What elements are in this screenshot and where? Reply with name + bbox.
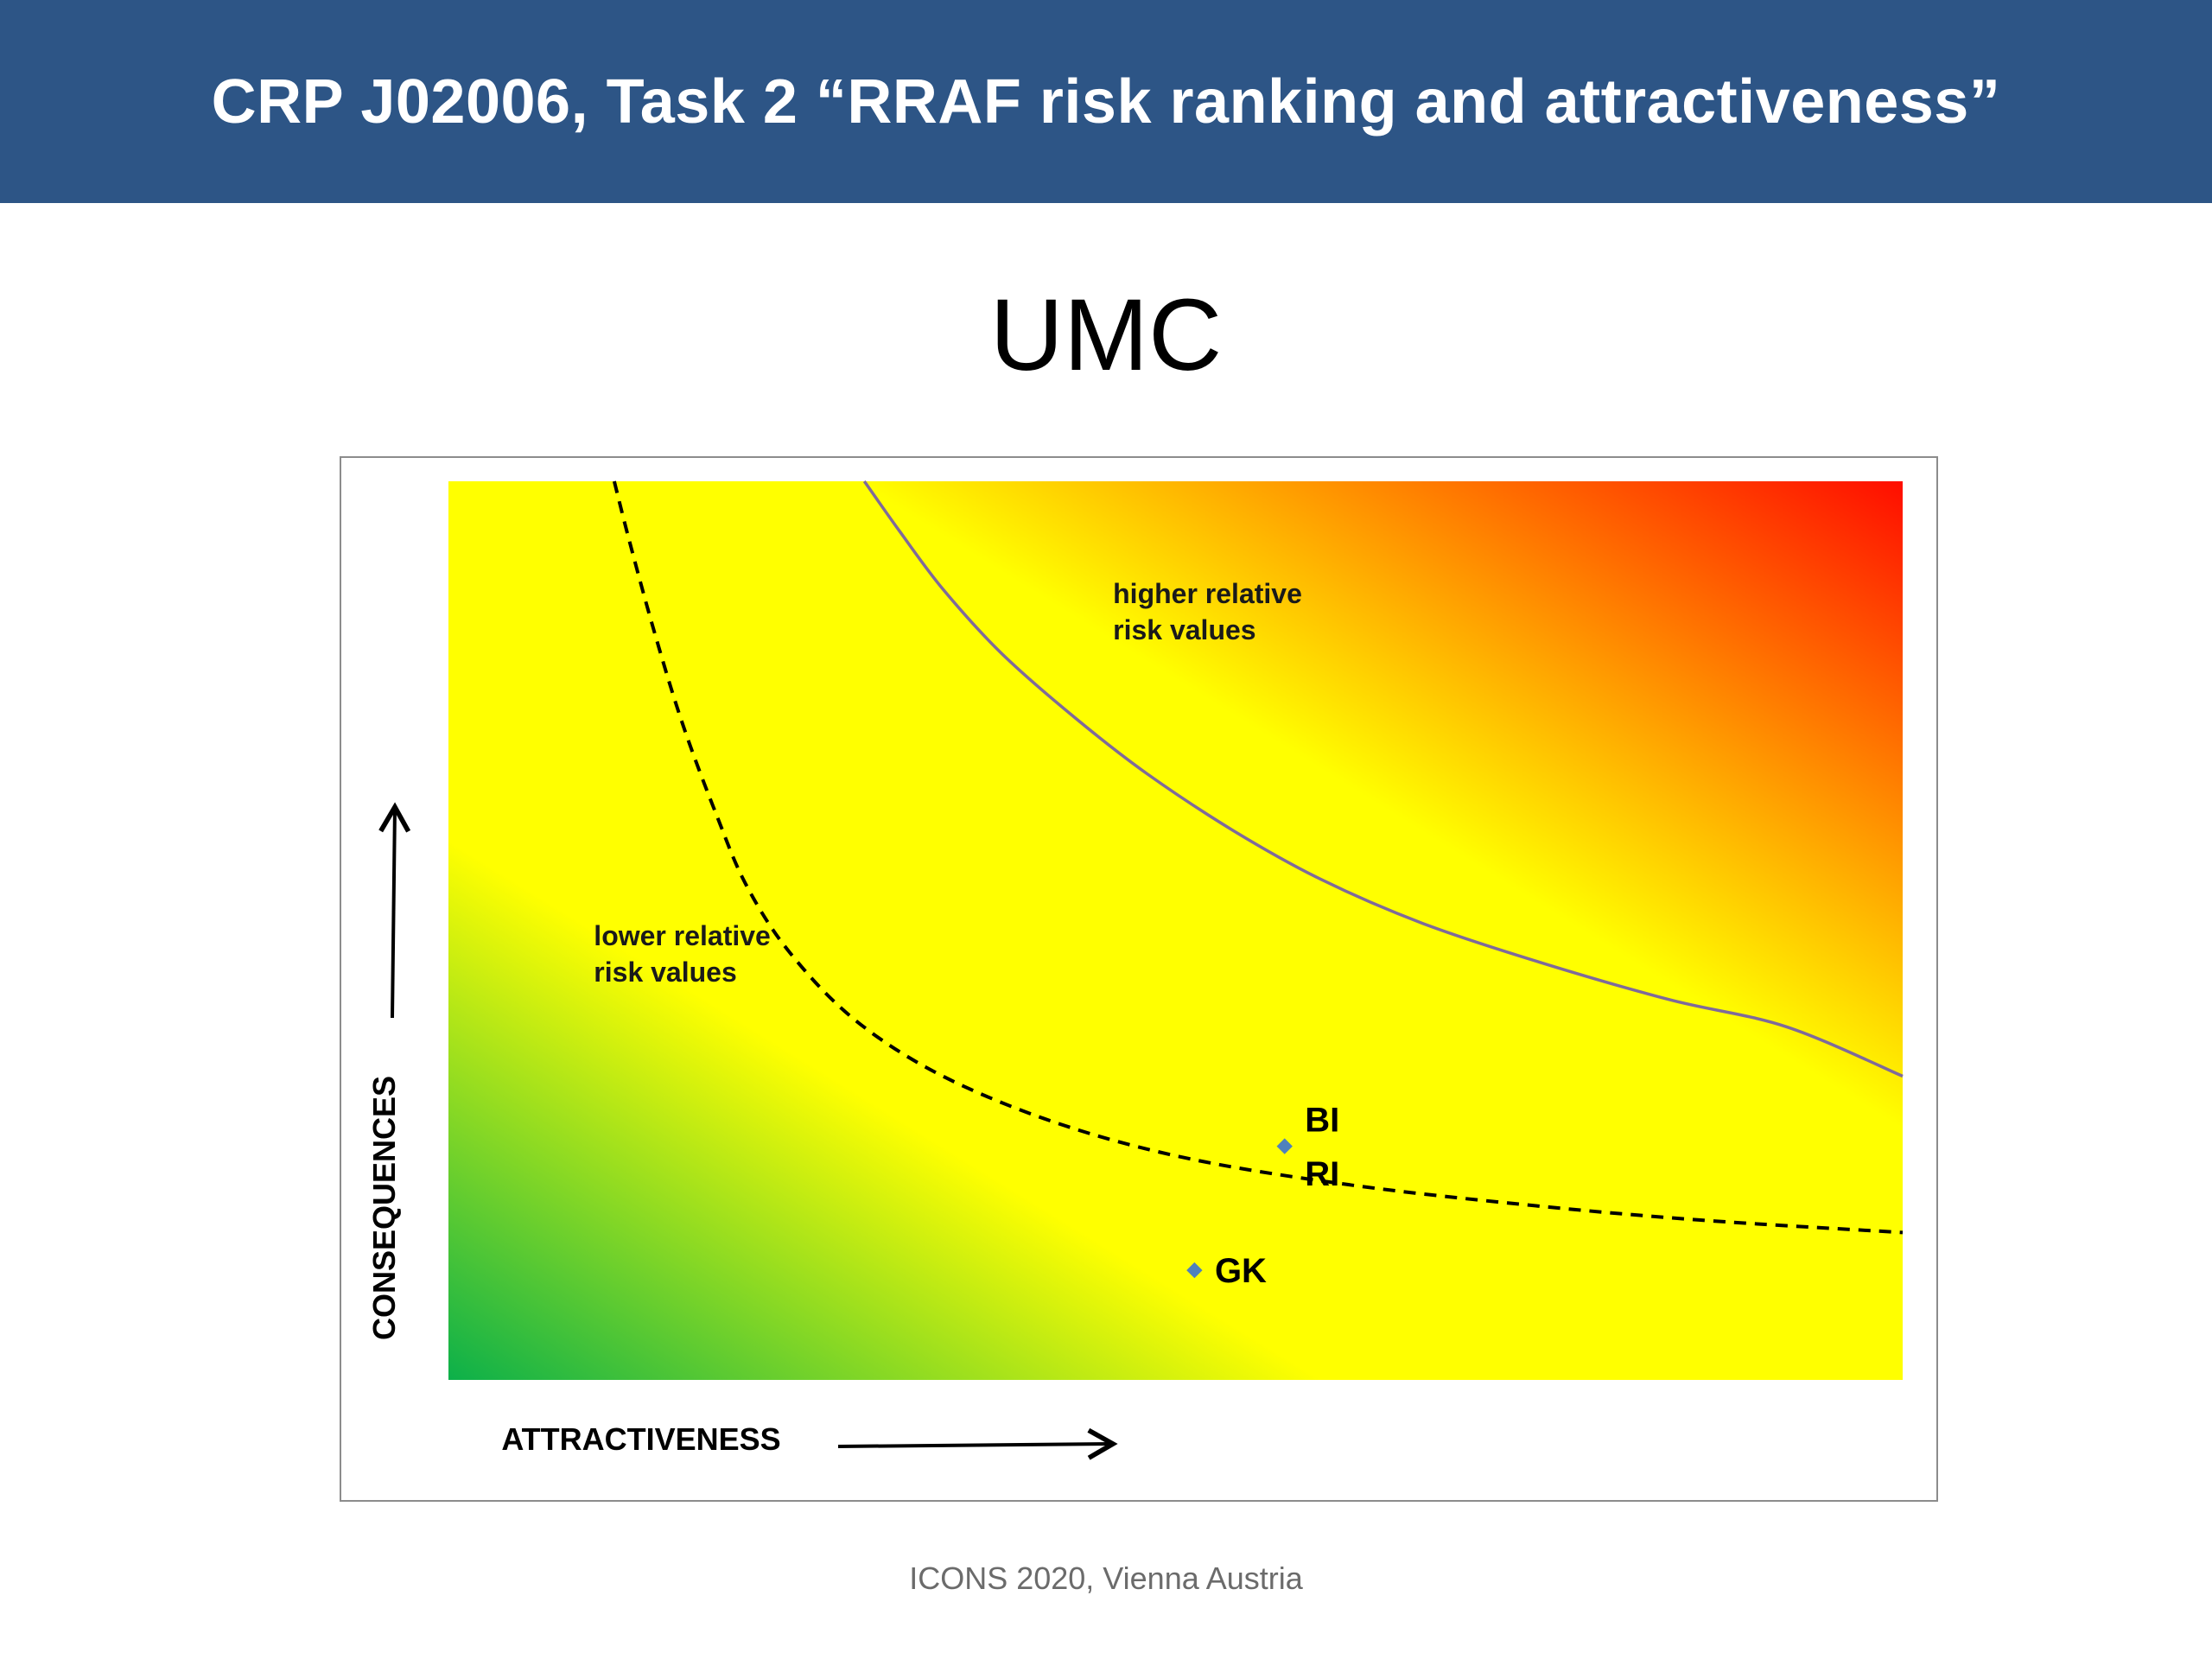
title-bar: CRP J02006, Task 2 “RRAF risk ranking an… (0, 0, 2212, 203)
x-axis-arrow (837, 1427, 1118, 1460)
plot-area (448, 481, 1903, 1380)
solid-risk-curve (862, 480, 1904, 1078)
y-axis-label: CONSEQUENCES (366, 1076, 402, 1340)
point-label-ri: RI (1305, 1155, 1339, 1193)
annotation-higher-risk-line-1: higher relative (1113, 578, 1302, 609)
slide-title: CRP J02006, Task 2 “RRAF risk ranking an… (211, 67, 2001, 137)
point-label-bi: BI (1305, 1101, 1339, 1139)
annotation-lower-risk-line-1: lower relative (594, 920, 771, 951)
chart-frame: BI RI GK higher relative risk values lower r… (340, 456, 1938, 1502)
point-label-gk: GK (1215, 1252, 1267, 1290)
slide-subtitle: UMC (989, 278, 1223, 392)
dashed-risk-curve (612, 480, 1904, 1235)
data-point-marker (1276, 1138, 1293, 1154)
x-axis-label: ATTRACTIVENESS (501, 1421, 780, 1457)
annotation-lower-risk-line-2: risk values (594, 957, 736, 988)
y-axis-arrow (378, 802, 411, 1019)
risk-chart: BI RI GK higher relative risk values lower r… (366, 480, 1904, 1460)
annotation-higher-risk-line-2: risk values (1113, 614, 1255, 645)
footer-text: ICONS 2020, Vienna Austria (909, 1560, 1303, 1596)
data-point-marker (1186, 1262, 1203, 1279)
